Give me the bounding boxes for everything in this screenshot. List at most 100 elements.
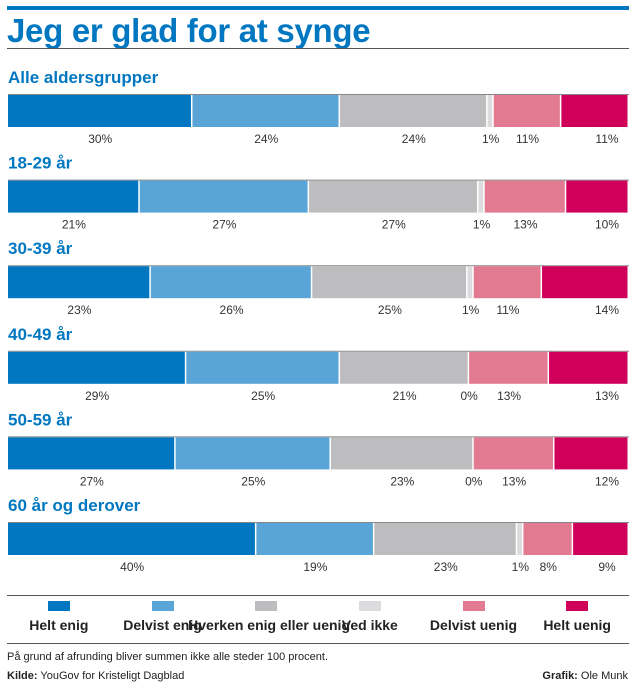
value-label: 1% — [462, 303, 480, 317]
legend-item-helt-uenig: Helt uenig — [499, 598, 635, 633]
credit-label: Grafik: — [542, 670, 578, 682]
chart-title: Jeg er glad for at synge — [7, 12, 371, 49]
legend-label: Helt enig — [29, 617, 89, 633]
group-alle-aldersgrupper: Alle aldersgrupper 30% 24% 24% 1% 11% 11% — [8, 68, 629, 146]
value-label: 24% — [402, 132, 426, 146]
bar-segment-helt-enig — [8, 437, 175, 470]
legend-item-delvist-uenig: Delvist uenig — [396, 598, 552, 633]
legend-swatch — [47, 601, 70, 611]
footer-rule — [7, 643, 629, 644]
legend: Helt enig Delvist enig Hverken enig eller … — [7, 598, 629, 638]
value-label: 26% — [220, 303, 244, 317]
group-title: 60 år og derover — [8, 496, 141, 515]
legend-label: Delvist uenig — [429, 617, 518, 633]
legend-swatch — [462, 601, 485, 611]
bar-segment-delvist-uenig — [469, 351, 548, 384]
value-label: 13% — [513, 218, 537, 232]
value-label: 9% — [598, 560, 616, 574]
legend-item-helt-enig: Helt enig — [0, 598, 137, 633]
value-label: 23% — [434, 560, 458, 574]
bar-segment-hverken-enig-eller-uenig — [340, 95, 487, 127]
stacked-bar-chart: Alle aldersgrupper 30% 24% 24% 1% 11% 11% 18-29… — [8, 68, 629, 574]
value-label: 0% — [465, 474, 483, 488]
bar-segment-ved-ikke — [478, 180, 484, 213]
value-label: 25% — [251, 389, 275, 403]
value-label: 40% — [120, 560, 144, 574]
value-label: 8% — [540, 560, 558, 574]
group-60-aar-og-derover: 60 år og derover 40% 19% 23% 1% 8% 9% — [8, 496, 629, 574]
bar-segment-delvist-uenig — [493, 95, 560, 127]
value-label: 27% — [212, 218, 236, 232]
bar-segment-delvist-enig — [186, 351, 339, 384]
group-title: 40-49 år — [8, 325, 73, 344]
legend-label: Delvist enig — [123, 617, 202, 633]
value-label: 11% — [595, 132, 618, 146]
bar-segment-delvist-uenig — [484, 180, 565, 213]
value-label: 29% — [85, 389, 109, 403]
bar-segment-helt-enig — [8, 180, 139, 213]
legend-item-delvist-enig: Delvist enig — [85, 598, 241, 633]
bar-segment-ved-ikke — [467, 266, 473, 299]
top-rule — [7, 6, 629, 10]
bar-segment-helt-uenig — [561, 95, 628, 127]
value-label: 11% — [516, 132, 539, 146]
legend-swatch — [255, 601, 278, 611]
bar-segment-hverken-enig-eller-uenig — [340, 351, 468, 384]
bar-segment-hverken-enig-eller-uenig — [309, 180, 477, 213]
value-label: 24% — [254, 132, 278, 146]
bar-segment-ved-ikke — [487, 95, 493, 127]
legend-label: Ved ikke — [341, 617, 398, 633]
bar-segment-delvist-uenig — [473, 266, 541, 299]
legend-swatch — [358, 601, 381, 611]
legend-swatch — [151, 601, 174, 611]
value-label: 27% — [80, 474, 104, 488]
value-label: 10% — [595, 218, 619, 232]
value-label: 19% — [303, 560, 327, 574]
bar-segment-helt-enig — [8, 351, 185, 384]
bar-segment-hverken-enig-eller-uenig — [312, 266, 467, 299]
value-label: 12% — [595, 474, 619, 488]
group-title: 18-29 år — [8, 154, 73, 173]
source-line: Kilde: YouGov for Kristeligt Dagblad — [7, 670, 184, 682]
value-label: 23% — [67, 303, 91, 317]
bar-segment-delvist-enig — [175, 437, 330, 470]
bar-segment-helt-enig — [8, 266, 150, 299]
bar-segment-hverken-enig-eller-uenig — [374, 523, 516, 555]
group-title: 30-39 år — [8, 239, 73, 258]
legend-rule — [7, 595, 629, 596]
bar-segment-delvist-enig — [192, 95, 339, 127]
legend-swatch — [566, 601, 589, 611]
bar-segment-helt-enig — [8, 523, 255, 555]
value-label: 21% — [62, 218, 86, 232]
bar-segment-helt-uenig — [554, 437, 628, 470]
legend-item-ved-ikke: Ved ikke — [292, 598, 448, 633]
legend-label: Helt uenig — [543, 617, 611, 633]
value-label: 13% — [595, 389, 619, 403]
credit-text: Ole Munk — [580, 670, 628, 682]
credit-line: Grafik: Ole Munk — [542, 670, 628, 682]
value-label: 11% — [496, 303, 519, 317]
group-30-39-aar: 30-39 år 23% 26% 25% 1% 11% 14% — [8, 239, 629, 317]
group-50-59-aar: 50-59 år 27% 25% 23% 0% 13% 12% — [8, 410, 629, 488]
bar-segment-delvist-enig — [150, 266, 311, 299]
legend-item-hverken-enig-eller-uenig: Hverken enig eller uenig — [188, 598, 350, 633]
value-label: 13% — [502, 474, 526, 488]
bar-segment-delvist-uenig — [473, 437, 553, 470]
value-label: 1% — [473, 218, 491, 232]
value-label: 30% — [88, 132, 112, 146]
bar-segment-helt-uenig — [549, 351, 628, 384]
value-label: 0% — [460, 389, 478, 403]
bar-segment-delvist-enig — [139, 180, 308, 213]
bar-segment-helt-enig — [8, 95, 191, 127]
value-label: 1% — [482, 132, 500, 146]
value-label: 21% — [393, 389, 417, 403]
source-text: YouGov for Kristeligt Dagblad — [40, 670, 185, 682]
bar-segment-delvist-enig — [256, 523, 373, 555]
bar-segment-delvist-uenig — [523, 523, 572, 555]
group-40-49-aar: 40-49 år 29% 25% 21% 0% 13% 13% — [8, 325, 629, 403]
legend-label: Hverken enig eller uenig — [188, 617, 350, 633]
value-label: 13% — [497, 389, 521, 403]
title-rule — [7, 48, 629, 49]
group-title: 50-59 år — [8, 410, 73, 429]
bar-segment-helt-uenig — [566, 180, 628, 213]
